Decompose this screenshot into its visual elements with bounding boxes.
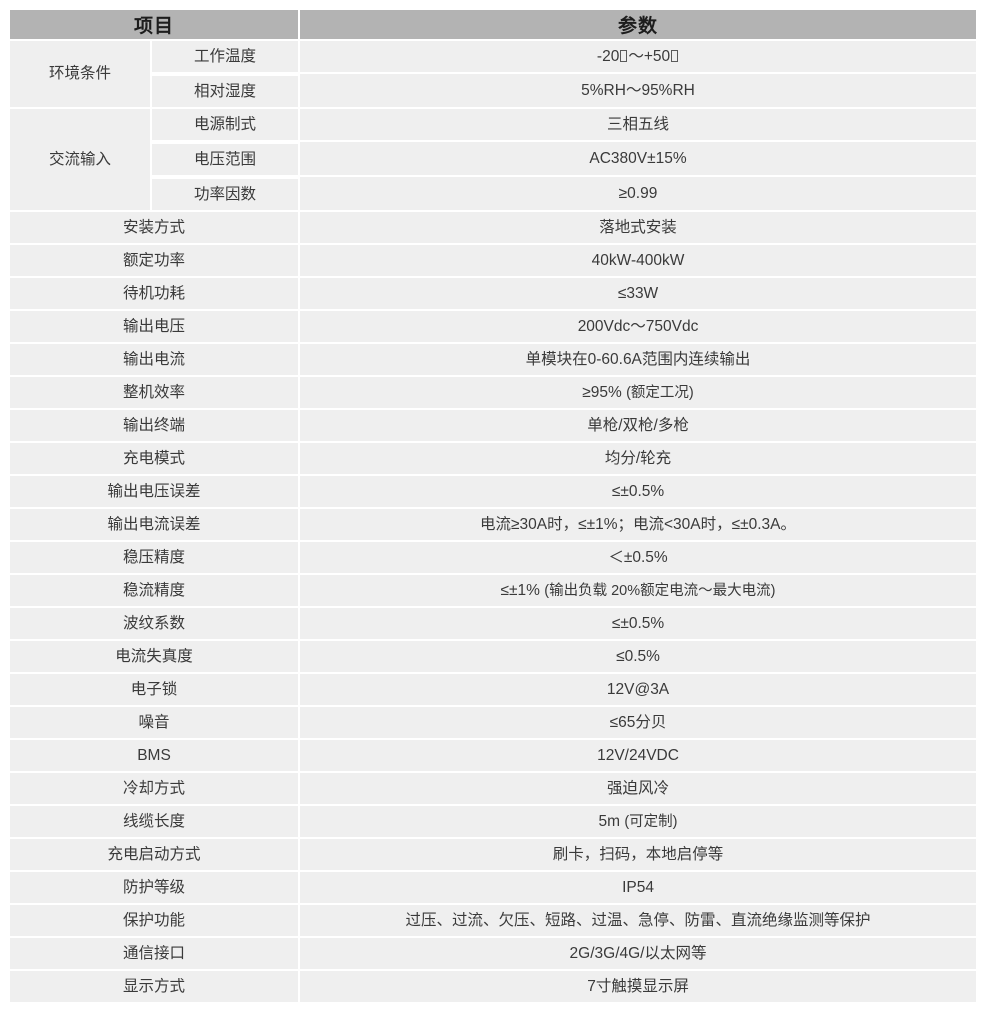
group-label-cell: 交流输入 bbox=[10, 109, 152, 210]
table-row: 电子锁 12V@3A bbox=[10, 674, 977, 705]
table-row: 输出电压 200Vdc〜750Vdc bbox=[10, 311, 977, 342]
row-label-cell: 保护功能 bbox=[10, 905, 301, 936]
table-row: 噪音 ≤65分贝 bbox=[10, 707, 977, 738]
row-label-cell: 通信接口 bbox=[10, 938, 301, 969]
value-cell: 5%RH〜95%RH bbox=[300, 74, 977, 107]
table-row: 波纹系数 ≤±0.5% bbox=[10, 608, 977, 639]
table-row: 稳流精度 ≤±1% (输出负载 20%额定电流〜最大电流) bbox=[10, 575, 977, 606]
header-item: 项目 bbox=[10, 10, 301, 39]
table-row: 待机功耗 ≤33W bbox=[10, 278, 977, 309]
row-label-cell: BMS bbox=[10, 740, 301, 771]
value-cell: -20 〜+50 bbox=[300, 41, 977, 72]
value-cell: 单枪/双枪/多枪 bbox=[300, 410, 977, 441]
header-parameter: 参数 bbox=[300, 10, 977, 39]
value-note: (输出负载 20%额定电流〜最大电流) bbox=[544, 582, 776, 599]
row-label-cell: 防护等级 bbox=[10, 872, 301, 903]
sub-label-cell: 功率因数 bbox=[152, 177, 301, 210]
sub-label-cell: 电压范围 bbox=[152, 142, 301, 175]
row-label-cell: 输出电压误差 bbox=[10, 476, 301, 507]
value-cell: 强迫风冷 bbox=[300, 773, 977, 804]
value-cell: 电流≥30A时，≤±1%；电流<30A时，≤±0.3A。 bbox=[300, 509, 977, 540]
row-label-cell: 输出电压 bbox=[10, 311, 301, 342]
table-row: 显示方式 7寸触摸显示屏 bbox=[10, 971, 977, 1002]
value-cell: AC380V±15% bbox=[300, 142, 977, 175]
value-cell: ≥95% (额定工况) bbox=[300, 377, 977, 408]
table-row: 整机效率 ≥95% (额定工况) bbox=[10, 377, 977, 408]
table-row: 保护功能 过压、过流、欠压、短路、过温、急停、防雷、直流绝缘监测等保护 bbox=[10, 905, 977, 936]
table-header-row: 项目 参数 bbox=[10, 10, 977, 39]
table-row: 额定功率 40kW-400kW bbox=[10, 245, 977, 276]
value-cell: ≤0.5% bbox=[300, 641, 977, 672]
row-label-cell: 稳流精度 bbox=[10, 575, 301, 606]
row-label-cell: 稳压精度 bbox=[10, 542, 301, 573]
specifications-table: 项目 参数 环境条件 工作温度 -20 〜+50 相对湿度 5%RH〜95%RH 交流输入电… bbox=[10, 8, 977, 1004]
row-label-cell: 电子锁 bbox=[10, 674, 301, 705]
value-cell: 2G/3G/4G/以太网等 bbox=[300, 938, 977, 969]
table-row: BMS 12V/24VDC bbox=[10, 740, 977, 771]
sub-label-cell: 工作温度 bbox=[152, 41, 301, 72]
row-label-cell: 输出电流误差 bbox=[10, 509, 301, 540]
value-cell: ≤65分贝 bbox=[300, 707, 977, 738]
row-label-cell: 噪音 bbox=[10, 707, 301, 738]
value-cell: 落地式安装 bbox=[300, 212, 977, 243]
table-row: 安装方式 落地式安装 bbox=[10, 212, 977, 243]
table-row: 电压范围 AC380V±15% bbox=[10, 142, 977, 175]
value-cell: ≥0.99 bbox=[300, 177, 977, 210]
table-row: 充电启动方式 刷卡，扫码，本地启停等 bbox=[10, 839, 977, 870]
value-cell: 40kW-400kW bbox=[300, 245, 977, 276]
table-row: 输出终端 单枪/双枪/多枪 bbox=[10, 410, 977, 441]
value-cell: 均分/轮充 bbox=[300, 443, 977, 474]
group-label-cell: 环境条件 bbox=[10, 41, 152, 107]
value-cell: ≤33W bbox=[300, 278, 977, 309]
row-label-cell: 安装方式 bbox=[10, 212, 301, 243]
sub-label-cell: 电源制式 bbox=[152, 109, 301, 140]
row-label-cell: 电流失真度 bbox=[10, 641, 301, 672]
table-row: 输出电流 单模块在0-60.6A范围内连续输出 bbox=[10, 344, 977, 375]
sub-label-cell: 相对湿度 bbox=[152, 74, 301, 107]
value-cell: 12V/24VDC bbox=[300, 740, 977, 771]
row-label-cell: 整机效率 bbox=[10, 377, 301, 408]
table-row: 防护等级 IP54 bbox=[10, 872, 977, 903]
table-row: 线缆长度 5m (可定制) bbox=[10, 806, 977, 837]
value-cell: 刷卡，扫码，本地启停等 bbox=[300, 839, 977, 870]
table-row: 充电模式 均分/轮充 bbox=[10, 443, 977, 474]
row-label-cell: 充电模式 bbox=[10, 443, 301, 474]
value-note: (可定制) bbox=[624, 813, 678, 830]
value-cell: 7寸触摸显示屏 bbox=[300, 971, 977, 1002]
table-row: 交流输入 电源制式 三相五线 bbox=[10, 109, 977, 210]
table-row: 输出电流误差 电流≥30A时，≤±1%；电流<30A时，≤±0.3A。 bbox=[10, 509, 977, 540]
row-label-cell: 线缆长度 bbox=[10, 806, 301, 837]
table-row: 冷却方式 强迫风冷 bbox=[10, 773, 977, 804]
missing-glyph-box bbox=[671, 49, 679, 62]
table-row: 稳压精度 ＜±0.5% bbox=[10, 542, 977, 573]
row-label-cell: 待机功耗 bbox=[10, 278, 301, 309]
table-row: 相对湿度 5%RH〜95%RH bbox=[10, 74, 977, 107]
missing-glyph-box bbox=[620, 49, 628, 62]
value-cell: ≤±0.5% bbox=[300, 608, 977, 639]
row-label-cell: 额定功率 bbox=[10, 245, 301, 276]
value-cell: ≤±0.5% bbox=[300, 476, 977, 507]
row-label-cell: 输出终端 bbox=[10, 410, 301, 441]
row-label-cell: 充电启动方式 bbox=[10, 839, 301, 870]
table-row: 环境条件 工作温度 -20 〜+50 bbox=[10, 41, 977, 107]
row-label-cell: 输出电流 bbox=[10, 344, 301, 375]
value-cell: 5m (可定制) bbox=[300, 806, 977, 837]
value-note: (额定工况) bbox=[626, 384, 694, 401]
table-row: 电流失真度 ≤0.5% bbox=[10, 641, 977, 672]
table-row: 通信接口 2G/3G/4G/以太网等 bbox=[10, 938, 977, 969]
value-cell: 单模块在0-60.6A范围内连续输出 bbox=[300, 344, 977, 375]
value-cell: ＜±0.5% bbox=[300, 542, 977, 573]
row-label-cell: 显示方式 bbox=[10, 971, 301, 1002]
value-cell: 12V@3A bbox=[300, 674, 977, 705]
value-cell: 三相五线 bbox=[300, 109, 977, 140]
value-cell: ≤±1% (输出负载 20%额定电流〜最大电流) bbox=[300, 575, 977, 606]
value-cell: 过压、过流、欠压、短路、过温、急停、防雷、直流绝缘监测等保护 bbox=[300, 905, 977, 936]
table-row: 功率因数 ≥0.99 bbox=[10, 177, 977, 210]
row-label-cell: 冷却方式 bbox=[10, 773, 301, 804]
value-cell: IP54 bbox=[300, 872, 977, 903]
row-label-cell: 波纹系数 bbox=[10, 608, 301, 639]
value-cell: 200Vdc〜750Vdc bbox=[300, 311, 977, 342]
table-row: 输出电压误差 ≤±0.5% bbox=[10, 476, 977, 507]
